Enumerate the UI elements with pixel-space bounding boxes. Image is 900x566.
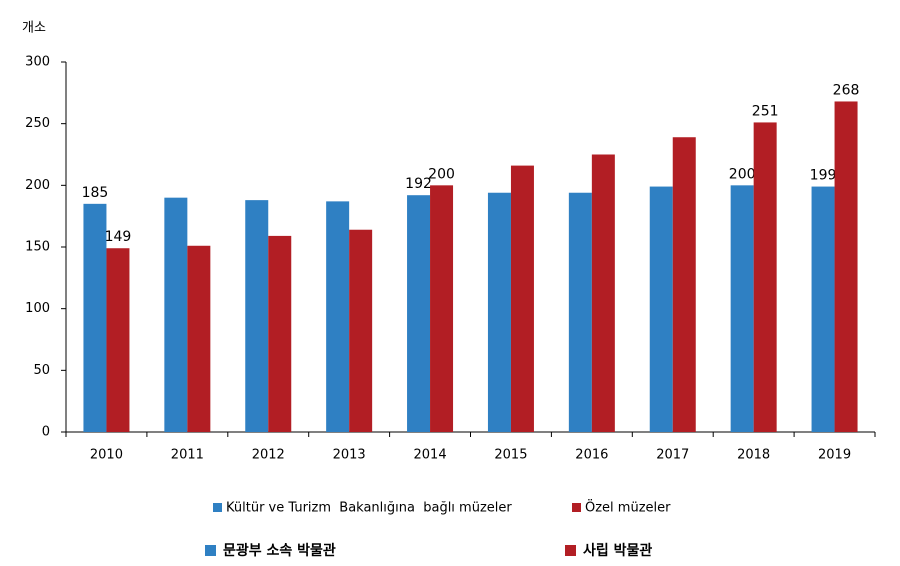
data-label: 200 — [729, 166, 756, 182]
legend-label: 문광부 소속 박물관 — [223, 542, 336, 559]
bar — [106, 248, 130, 432]
y-tick-label: 250 — [25, 116, 50, 131]
legend-swatch — [572, 503, 581, 512]
bar — [510, 165, 534, 432]
legend-label: Özel müzeler — [585, 499, 671, 516]
bar — [487, 192, 511, 432]
bar — [568, 192, 592, 432]
bar — [649, 186, 673, 432]
data-label: 149 — [105, 229, 132, 245]
data-label: 200 — [428, 166, 455, 182]
data-label: 268 — [833, 82, 860, 98]
y-tick-label: 50 — [33, 363, 50, 378]
bar — [83, 203, 107, 432]
legend-label: Kültür ve Turizm Bakanlığına bağlı müzel… — [226, 501, 512, 516]
bar — [407, 195, 431, 432]
bar — [730, 185, 754, 432]
y-tick-label: 200 — [25, 178, 50, 193]
bar — [187, 245, 211, 432]
x-tick-label: 2018 — [737, 448, 770, 463]
data-label: 185 — [82, 185, 109, 201]
data-label: 251 — [752, 103, 779, 119]
y-tick-label: 0 — [42, 425, 50, 440]
y-tick-label: 100 — [25, 301, 50, 316]
bar — [349, 229, 373, 432]
bar — [326, 201, 350, 432]
x-tick-label: 2013 — [333, 448, 366, 463]
bar — [811, 186, 835, 432]
legend-swatch — [565, 545, 576, 556]
data-label: 199 — [810, 168, 837, 184]
bar — [672, 137, 696, 432]
y-axis-label: 개소 — [22, 21, 46, 36]
x-tick-label: 2011 — [171, 448, 204, 463]
bar — [834, 101, 858, 432]
data-label: 192 — [405, 176, 432, 192]
x-tick-label: 2017 — [656, 448, 689, 463]
y-tick-label: 150 — [25, 240, 50, 255]
legend-swatch — [205, 545, 216, 556]
bar — [430, 185, 454, 432]
x-tick-label: 2010 — [90, 448, 123, 463]
bar — [268, 235, 292, 432]
legend-swatch — [213, 503, 222, 512]
x-tick-label: 2014 — [414, 448, 447, 463]
x-tick-label: 2016 — [575, 448, 608, 463]
bar — [591, 154, 615, 432]
bar — [164, 197, 188, 432]
x-tick-label: 2015 — [494, 448, 527, 463]
x-tick-label: 2019 — [818, 448, 851, 463]
bar — [245, 200, 269, 432]
legend-label: 사립 박물관 — [583, 542, 652, 559]
bar — [753, 122, 777, 432]
x-tick-label: 2012 — [252, 448, 285, 463]
y-tick-label: 300 — [25, 55, 50, 70]
